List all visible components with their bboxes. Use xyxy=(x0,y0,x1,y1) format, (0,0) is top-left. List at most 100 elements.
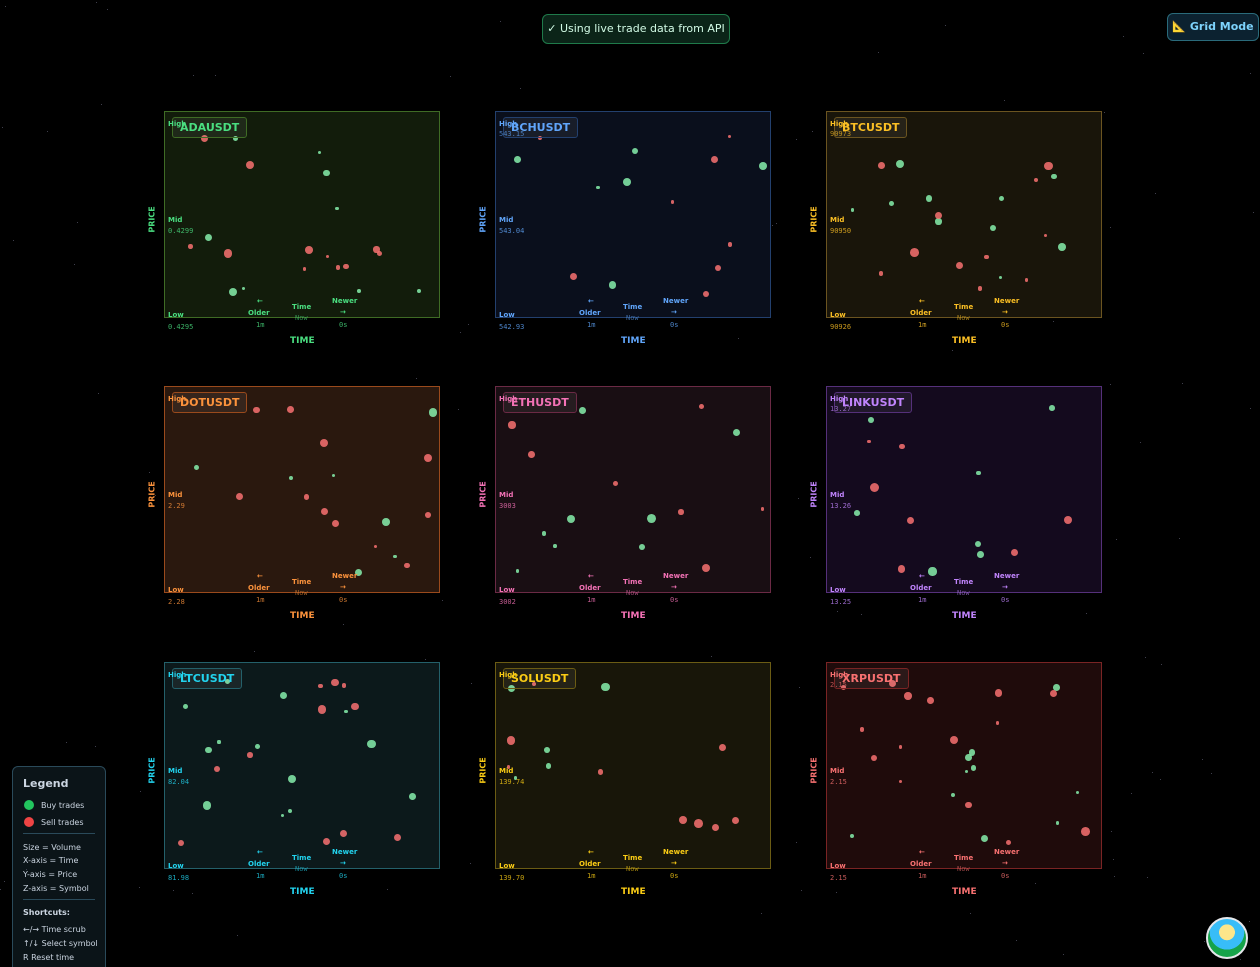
trade-dot xyxy=(732,817,740,825)
trade-dot xyxy=(964,753,972,761)
trade-dot xyxy=(357,289,362,294)
star xyxy=(26,868,28,870)
trade-dot xyxy=(193,464,199,470)
older-ago: 1m xyxy=(918,872,927,880)
low-label: Low xyxy=(830,311,846,319)
trade-dot xyxy=(204,233,212,241)
trade-dot xyxy=(223,249,232,258)
trade-dot xyxy=(514,156,522,164)
trade-dot xyxy=(255,744,261,749)
star xyxy=(470,862,472,864)
time-axis-label: TIME xyxy=(952,611,977,621)
star xyxy=(73,263,75,265)
trade-dot xyxy=(693,819,703,829)
star xyxy=(1181,382,1183,384)
star xyxy=(95,1,97,3)
star xyxy=(1063,953,1065,955)
chart-panel: ADAUSDT xyxy=(164,111,440,318)
older-label: Older xyxy=(910,860,932,868)
older-label: Older xyxy=(248,584,270,592)
trade-dot xyxy=(850,207,855,212)
star xyxy=(46,131,48,133)
status-text: ✓ Using live trade data from API xyxy=(547,22,725,35)
star xyxy=(13,239,15,241)
newer-arrow: → xyxy=(1002,859,1008,867)
trade-dot xyxy=(670,200,675,204)
trade-dot xyxy=(229,288,238,297)
star xyxy=(1123,35,1125,37)
older-arrow: ← xyxy=(257,297,263,305)
star xyxy=(0,888,2,890)
now-label: Now xyxy=(626,589,639,597)
trade-dot xyxy=(340,830,348,838)
shortcuts-title: Shortcuts: xyxy=(23,908,70,917)
trade-dot xyxy=(351,703,359,711)
trade-dot xyxy=(968,748,976,756)
trade-dot xyxy=(934,211,943,220)
older-arrow: ← xyxy=(588,572,594,580)
star xyxy=(343,623,345,625)
price-axis-label: PRICE xyxy=(147,206,157,233)
high-label: High xyxy=(499,671,518,679)
star xyxy=(294,891,296,893)
trade-dot xyxy=(183,704,189,710)
legend-mapping: X-axis = Time xyxy=(23,856,79,865)
star xyxy=(148,472,150,474)
avatar[interactable] xyxy=(1206,917,1248,959)
legend-mapping: Z-axis = Symbol xyxy=(23,884,89,893)
trade-dot xyxy=(715,265,722,272)
newer-arrow: → xyxy=(1002,583,1008,591)
star xyxy=(468,323,470,325)
trade-dot xyxy=(975,541,982,548)
time-label: Time xyxy=(623,578,643,586)
star xyxy=(835,891,837,893)
older-ago: 1m xyxy=(587,872,596,880)
trade-dot xyxy=(608,281,617,289)
time-label: Time xyxy=(954,578,974,586)
time-label: Time xyxy=(954,854,974,862)
star xyxy=(878,52,880,53)
high-label: High xyxy=(499,120,518,128)
trade-dot xyxy=(287,405,294,413)
trade-dot xyxy=(1049,689,1057,698)
newer-label: Newer xyxy=(332,572,358,580)
trade-dot xyxy=(303,494,310,500)
trade-dot xyxy=(899,443,905,449)
trade-dot xyxy=(980,835,988,843)
trade-dot xyxy=(1051,173,1057,180)
grid-mode-button[interactable]: 📐 Grid Mode xyxy=(1167,13,1259,41)
low-value: 13.25 xyxy=(830,598,852,606)
divider xyxy=(23,899,95,900)
star xyxy=(798,498,799,500)
star xyxy=(254,651,256,653)
older-label: Older xyxy=(579,584,601,592)
trade-dot xyxy=(711,823,720,832)
time-label: Time xyxy=(954,303,974,311)
trade-dot xyxy=(325,254,329,258)
trade-dot xyxy=(335,265,340,270)
trade-dot xyxy=(888,201,894,207)
mid-value: 543.04 xyxy=(499,227,525,235)
newer-label: Newer xyxy=(994,848,1020,856)
low-label: Low xyxy=(168,862,184,870)
trade-dot xyxy=(569,272,578,281)
time-label: Time xyxy=(292,303,312,311)
older-arrow: ← xyxy=(257,572,263,580)
shortcut: ←/→ Time scrub xyxy=(23,925,86,934)
trade-dot xyxy=(403,562,410,569)
trade-dot xyxy=(927,697,934,705)
star xyxy=(139,790,141,792)
trade-dot xyxy=(870,754,878,762)
trade-dot xyxy=(253,406,260,414)
trade-dot xyxy=(543,746,550,753)
trade-dot xyxy=(416,289,421,294)
trade-dot xyxy=(247,752,253,758)
trade-dot xyxy=(320,507,329,516)
symbol-badge: ADAUSDT xyxy=(172,117,248,138)
low-label: Low xyxy=(830,862,846,870)
star xyxy=(1206,24,1208,26)
star xyxy=(3,881,5,883)
time-label: Time xyxy=(623,854,643,862)
older-ago: 1m xyxy=(587,321,596,329)
trade-dot xyxy=(241,286,246,291)
